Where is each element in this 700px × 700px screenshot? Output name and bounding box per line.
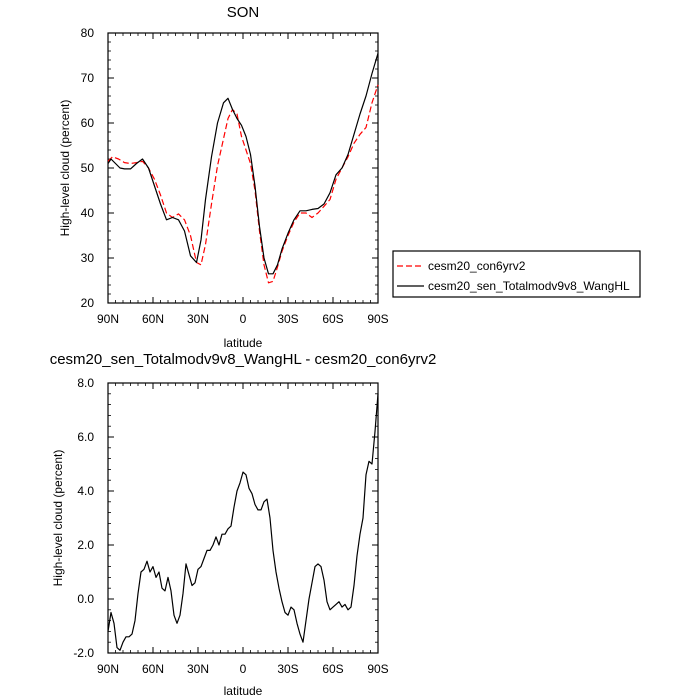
bottom-x-tick-label: 90S <box>367 662 388 676</box>
top-chart-title: SON <box>227 4 260 21</box>
top-panel: SON 90N 60N 30N 0 30S 60S 90S 20 30 40 50 60 70 80 la… <box>58 4 389 350</box>
top-y-tick-label: 30 <box>81 251 95 265</box>
top-y-tick-label: 70 <box>81 71 95 85</box>
legend-label-totalmod: cesm20_sen_Totalmodv9v8_WangHL <box>428 279 630 293</box>
top-x-axis-label: latitude <box>224 336 263 350</box>
bottom-panel: cesm20_sen_Totalmodv9v8_WangHL - cesm20_… <box>50 351 437 698</box>
bottom-chart-title: cesm20_sen_Totalmodv9v8_WangHL - cesm20_… <box>50 351 437 368</box>
top-x-tick-label: 0 <box>240 312 247 326</box>
bottom-y-tick-label: 2.0 <box>77 538 94 552</box>
top-series-lines <box>107 53 379 284</box>
top-y-tick-label: 40 <box>81 206 95 220</box>
top-y-tick-label: 50 <box>81 161 95 175</box>
bottom-x-tick-label: 30N <box>187 662 209 676</box>
bottom-ticks: 90N 60N 30N 0 30S 60S 90S -2.0 0.0 2.0 4.0 6.0 8.0 <box>73 376 388 676</box>
top-series-line-1 <box>107 53 379 275</box>
top-x-tick-label: 90N <box>97 312 119 326</box>
bottom-x-tick-label: 60N <box>142 662 164 676</box>
bottom-y-tick-label: 4.0 <box>77 484 94 498</box>
top-y-axis-label: High-level cloud (percent) <box>58 100 72 237</box>
top-y-tick-label: 80 <box>81 26 95 40</box>
bottom-x-tick-label: 0 <box>240 662 247 676</box>
top-x-tick-label: 60S <box>322 312 343 326</box>
top-y-tick-label: 60 <box>81 116 95 130</box>
top-x-tick-label: 30S <box>277 312 298 326</box>
legend: cesm20_con6yrv2 cesm20_sen_Totalmodv9v8_… <box>392 250 641 298</box>
bottom-x-tick-label: 60S <box>322 662 343 676</box>
top-y-tick-label: 20 <box>81 296 95 310</box>
bottom-x-tick-label: 30S <box>277 662 298 676</box>
bottom-y-axis-label: High-level cloud (percent) <box>51 450 65 587</box>
bottom-series-lines <box>107 393 379 651</box>
top-x-tick-label: 90S <box>367 312 388 326</box>
bottom-x-tick-label: 90N <box>97 662 119 676</box>
bottom-y-tick-label: 0.0 <box>77 592 94 606</box>
top-x-tick-label: 30N <box>187 312 209 326</box>
bottom-series-line-0 <box>107 393 379 651</box>
bottom-y-tick-label: -2.0 <box>73 646 94 660</box>
legend-label-con6yrv2: cesm20_con6yrv2 <box>428 259 526 273</box>
bottom-y-tick-label: 8.0 <box>77 376 94 390</box>
bottom-x-axis-label: latitude <box>224 684 263 698</box>
bottom-y-tick-label: 6.0 <box>77 430 94 444</box>
top-ticks: 90N 60N 30N 0 30S 60S 90S 20 30 40 50 60 70 80 <box>81 26 389 326</box>
bottom-plot-frame <box>107 382 379 654</box>
top-x-tick-label: 60N <box>142 312 164 326</box>
legend-box <box>392 250 641 298</box>
top-series-line-0 <box>107 84 379 284</box>
